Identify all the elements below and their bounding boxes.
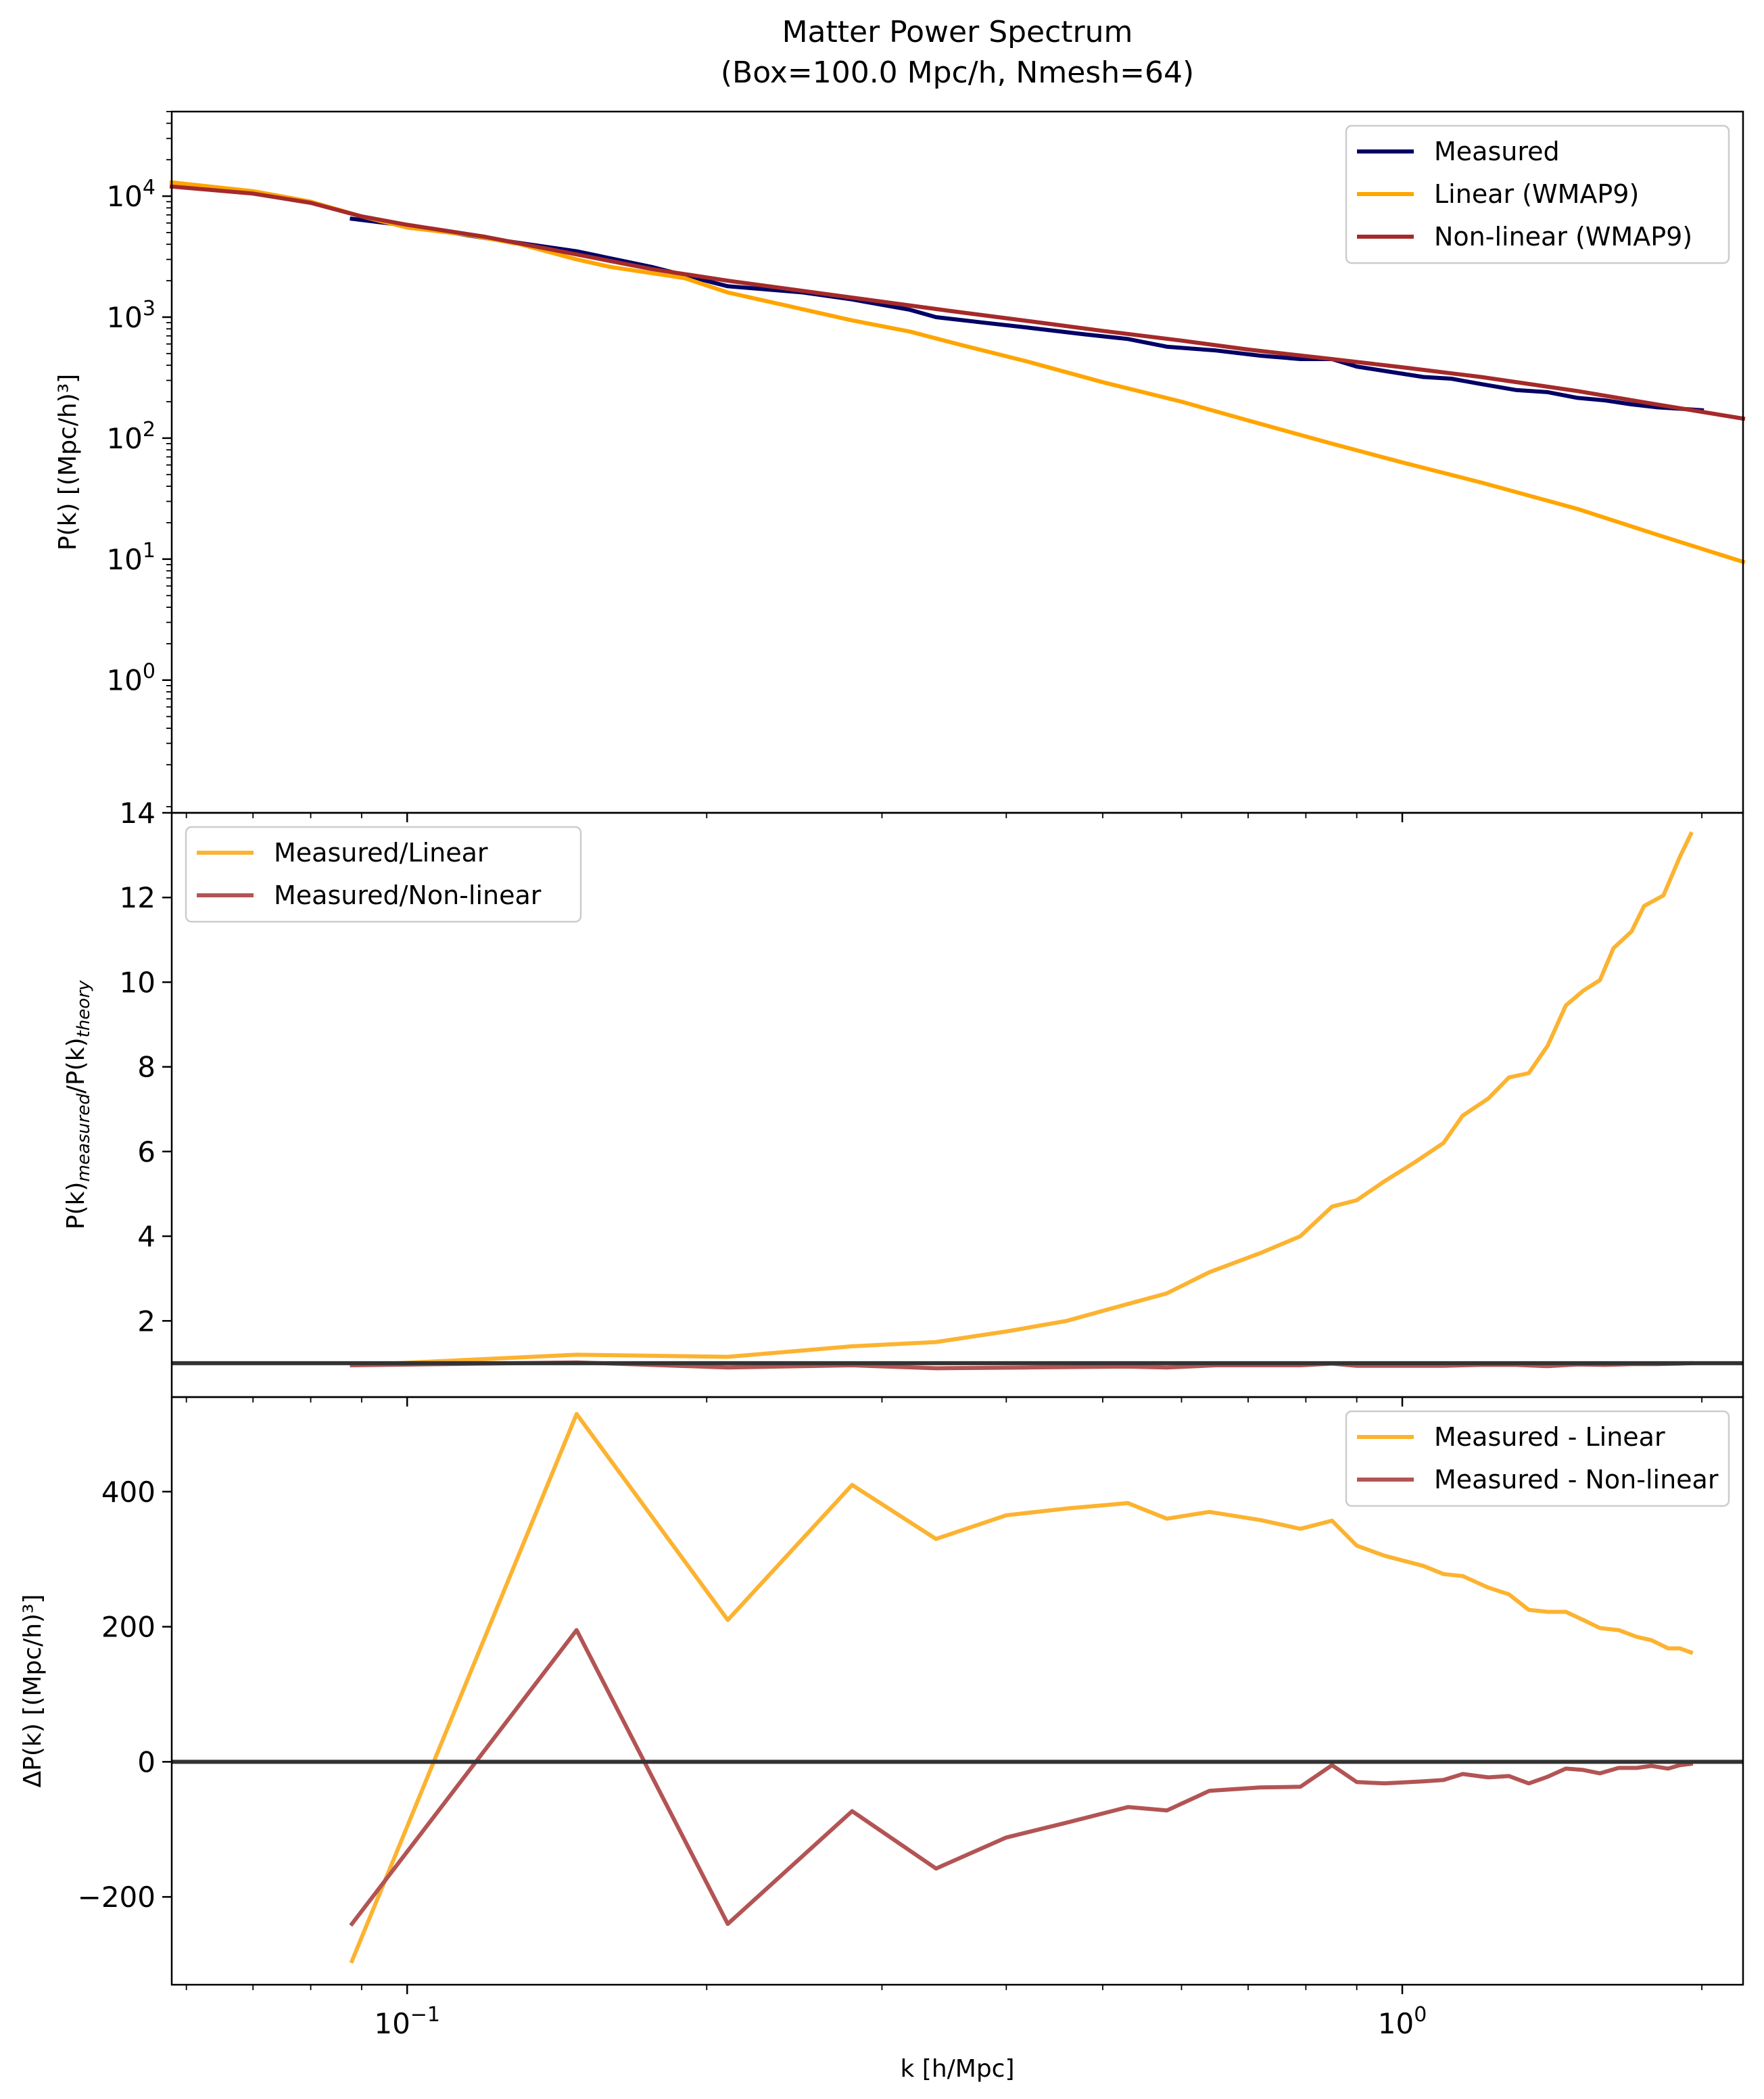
y-axis-label-subscript-theory: theory [74, 980, 94, 1037]
legend-label-measured: Measured [1434, 137, 1560, 166]
legend-label-non-linear-wmap9: Non-linear (WMAP9) [1434, 222, 1692, 252]
series-line-non-linear-wmap9 [169, 184, 1746, 421]
series-line-linear-wmap9 [169, 180, 1746, 565]
x-tick-label-1-exponent: −1 [410, 2003, 440, 2027]
y-tick-label-200: −200 [78, 1881, 156, 1914]
legend-box [1345, 1410, 1730, 1507]
y-tick-label-0-base: 10 [106, 664, 142, 697]
y-tick-label-3-exponent: 3 [143, 297, 156, 321]
y-tick-label-3: 103 [106, 297, 156, 334]
y-tick-label-12: 12 [120, 881, 156, 914]
y-tick-label-4-base: 10 [106, 180, 142, 213]
y-tick-label-4-exponent: 4 [143, 176, 156, 199]
x-tick-label-0: 100 [1378, 2003, 1427, 2040]
figure-title-line1: Matter Power Spectrum [782, 15, 1133, 49]
figure-title-line2: (Box=100.0 Mpc/h, Nmesh=64) [721, 55, 1194, 90]
legend: Measured/Linear Measured/Non-linear [185, 826, 582, 923]
y-tick-label-2: 102 [106, 418, 156, 455]
x-axis-label: k [h/Mpc] [900, 2055, 1014, 2083]
y-axis-label: P(k)measured/P(k)theory [62, 980, 94, 1229]
legend-label-measured-non-linear: Measured - Non-linear [1434, 1465, 1719, 1494]
y-tick-label-3-base: 10 [106, 301, 142, 334]
x-tick-label-1-base: 10 [374, 2007, 410, 2040]
y-axis-label-subscript-measured: measured [74, 1093, 94, 1182]
y-tick-label-1: 101 [106, 539, 156, 576]
y-tick-label-2-base: 10 [106, 422, 142, 455]
y-tick-label-1-exponent: 1 [143, 539, 156, 563]
y-axis-label: ΔP(k) [(Mpc/h)³] [19, 1595, 47, 1788]
series-line-measured-linear [349, 1412, 1694, 1964]
y-tick-label-8: 8 [137, 1051, 156, 1084]
y-axis-label: P(k) [(Mpc/h)³] [54, 374, 82, 550]
y-tick-label-4: 4 [137, 1220, 156, 1253]
y-tick-label-6: 6 [137, 1135, 156, 1169]
legend-box [1345, 124, 1730, 264]
series-line-measured [350, 216, 1705, 412]
legend-label-measured-non-linear: Measured/Non-linear [274, 880, 542, 910]
y-tick-label-0: 0 [137, 1745, 156, 1778]
legend-box [185, 826, 582, 923]
x-tick-label-1: 10−1 [374, 2003, 440, 2040]
series-line-measured-non-linear [349, 1628, 1694, 1927]
y-tick-label-0-exponent: 0 [143, 660, 156, 684]
panel-frame [170, 1396, 1744, 1986]
y-tick-label-2: 2 [137, 1304, 156, 1338]
y-tick-label-10: 10 [120, 966, 156, 999]
y-tick-label-0: 100 [106, 660, 156, 697]
y-tick-label-2-exponent: 2 [143, 418, 156, 442]
legend-label-measured-linear: Measured/Linear [274, 838, 488, 868]
y-tick-label-1-base: 10 [106, 543, 142, 576]
series-line-measured-linear [350, 831, 1694, 1368]
y-axis-label-mid: /P(k) [62, 1037, 90, 1093]
y-tick-label-14: 14 [120, 797, 156, 830]
legend: Measured Linear (WMAP9) Non-linear (WMAP9) [1345, 124, 1730, 264]
y-tick-label-400: 400 [101, 1476, 156, 1509]
y-tick-label-4: 104 [106, 176, 156, 213]
x-tick-label-0-exponent: 0 [1414, 2003, 1427, 2027]
legend-label-measured-linear: Measured - Linear [1434, 1422, 1665, 1452]
y-axis-label-main: P(k) [62, 1182, 90, 1230]
panel-ratio: 2 4 6 8 10 12 14 P(k)measured/P(k)theory Measure… [62, 797, 1744, 1407]
legend-label-linear-wmap9: Linear (WMAP9) [1434, 179, 1639, 209]
x-tick-label-0-base: 10 [1378, 2007, 1414, 2040]
legend: Measured - Linear Measured - Non-linear [1345, 1410, 1730, 1507]
y-tick-label-200: 200 [101, 1611, 156, 1644]
